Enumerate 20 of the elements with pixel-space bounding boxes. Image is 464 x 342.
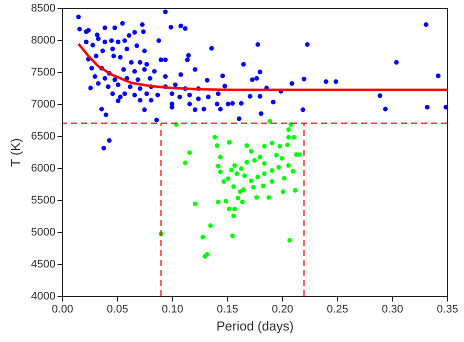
x-tick-label: 0.00 xyxy=(52,304,74,316)
y-tick-label: 5500 xyxy=(31,194,56,206)
y-axis-title: T (K) xyxy=(8,138,24,167)
x-tick-label: 0.25 xyxy=(326,304,348,316)
x-tick-label: 0.30 xyxy=(382,304,404,316)
y-tick-label: 8000 xyxy=(31,34,56,46)
y-tick-label: 5000 xyxy=(31,226,56,238)
x-tick-label: 0.20 xyxy=(272,304,294,316)
x-axis-title: Period (days) xyxy=(216,318,294,334)
x-tick-label: 0.15 xyxy=(216,304,238,316)
y-tick-label: 6500 xyxy=(31,130,56,142)
y-tick-label: 4000 xyxy=(31,290,56,302)
y-tick-label: 4500 xyxy=(31,258,56,270)
y-tick-label: 7000 xyxy=(31,98,56,110)
y-tick-label: 8500 xyxy=(31,2,56,14)
x-tick-label: 0.35 xyxy=(436,304,458,316)
y-tick-label: 7500 xyxy=(31,66,56,78)
x-tick-label: 0.05 xyxy=(106,304,128,316)
x-tick-label: 0.10 xyxy=(162,304,184,316)
y-tick-label: 6000 xyxy=(31,162,56,174)
